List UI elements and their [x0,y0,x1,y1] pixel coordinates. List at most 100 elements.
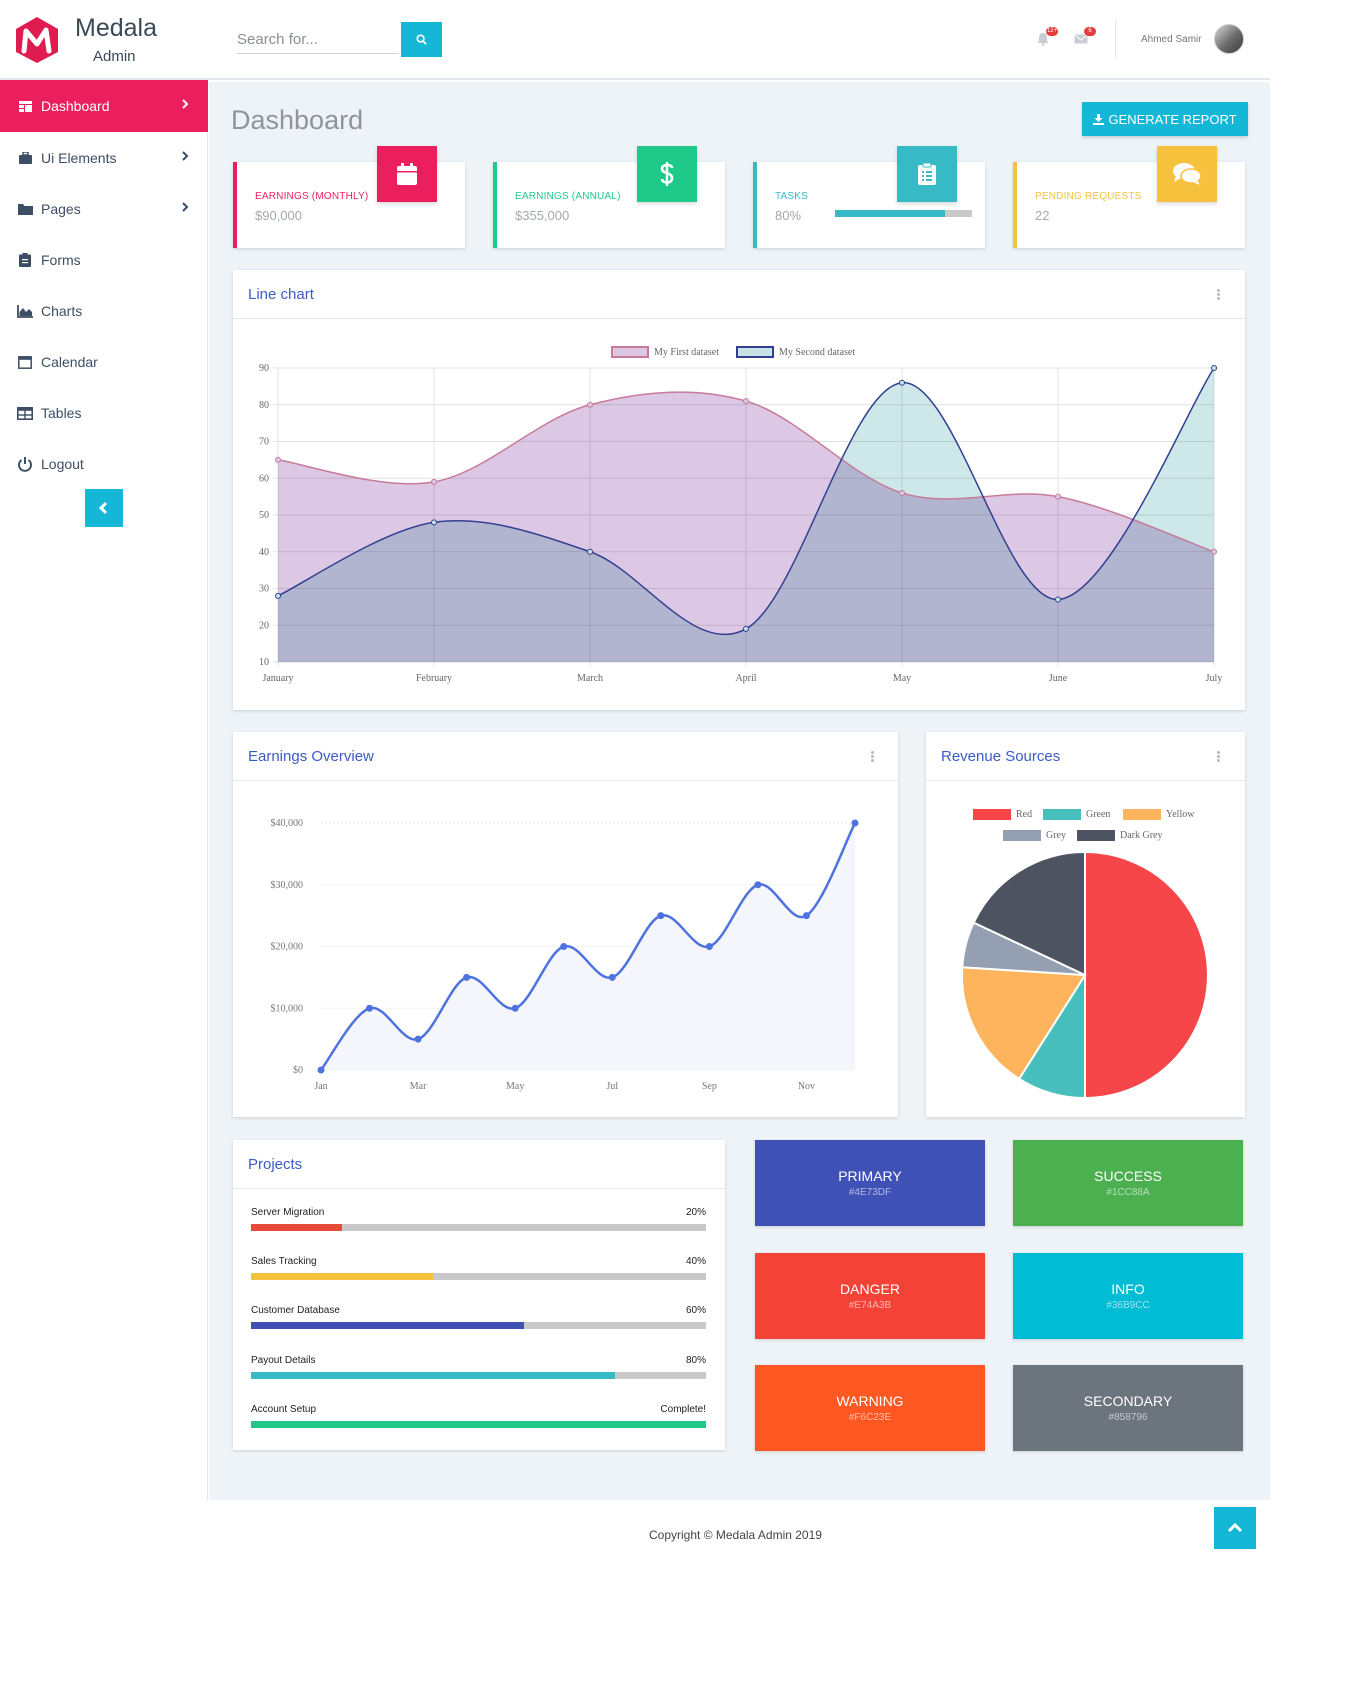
project-progress-fill [251,1421,706,1428]
bell-icon [1037,33,1049,46]
sidebar-item-pages[interactable]: Pages [0,183,208,235]
project-row: Customer Database 60% [251,1305,706,1345]
sidebar-item-logout[interactable]: Logout [0,438,208,490]
color-tile-label: PRIMARY [838,1168,902,1184]
pie-slice [972,850,1086,977]
sidebar-item-charts[interactable]: Charts [0,285,208,337]
messages-button[interactable]: 6 [1074,27,1096,46]
project-progress-fill [251,1322,524,1329]
brand-subtitle: Admin [93,48,136,65]
series-line [277,367,1215,636]
legend-label: Green [1086,809,1111,820]
sidebar-item-calendar[interactable]: Calendar [0,336,208,388]
chevron-up-icon [1227,1522,1243,1533]
chevron-right-icon [182,99,189,109]
color-tile-hex: #E74A3B [848,1300,892,1311]
stat-label: EARNINGS (ANNUAL) [515,191,621,202]
avatar[interactable] [1214,24,1244,54]
color-tile-hex: #4E73DF [848,1187,892,1198]
legend-swatch [611,346,649,358]
panel-header: Revenue Sources [926,732,1245,781]
chevron-right-icon [182,151,189,161]
data-point [431,519,437,526]
x-tick-label: January [262,673,293,684]
y-tick-label: 70 [259,437,269,448]
panel-menu-icon[interactable] [1217,289,1221,301]
user-name[interactable]: Ahmed Samir [1141,34,1202,45]
legend-swatch [736,346,774,358]
project-name: Customer Database [251,1305,340,1316]
x-tick-label: Jul [606,1081,618,1092]
y-tick-label: 50 [259,510,269,521]
clipboard-icon [17,252,33,268]
legend-item[interactable]: Dark Grey [1077,830,1162,841]
sidebar-item-label: Forms [41,252,81,268]
sidebar-item-dashboard[interactable]: Dashboard [0,80,208,132]
legend-swatch [1003,830,1041,841]
medala-logo[interactable] [14,16,60,64]
data-point [511,1004,519,1012]
project-name: Sales Tracking [251,1256,317,1267]
y-tick-label: $20,000 [271,942,304,953]
panel-menu-icon[interactable] [1217,751,1221,763]
project-name: Server Migration [251,1207,325,1218]
search-input[interactable] [237,26,399,54]
project-progress-fill [251,1273,433,1280]
color-tile-label: SUCCESS [1094,1168,1162,1184]
color-tile-hex: #F6C23E [848,1412,892,1423]
data-point [414,1035,422,1043]
data-point [802,912,810,920]
data-point [608,973,616,981]
legend-item[interactable]: My First dataset [611,346,719,358]
legend-item[interactable]: My Second dataset [736,346,855,358]
color-tile-label: WARNING [836,1393,904,1409]
area-chart-icon [17,303,33,319]
stat-label: PENDING REQUESTS [1035,191,1142,202]
search-button[interactable] [401,22,442,57]
header-divider [1115,20,1116,58]
stat-card-annual-earnings: EARNINGS (ANNUAL) $355,000 [493,146,725,248]
data-point [705,943,713,950]
series-area [278,368,1214,662]
dollar-icon [660,162,674,186]
chevron-right-icon [182,202,189,212]
scroll-to-top-button[interactable] [1214,1507,1256,1549]
data-point [851,819,859,827]
line-chart-panel: Line chart My First dataset My Second da… [233,270,1245,710]
project-percent: Complete! [660,1404,706,1415]
envelope-icon [1074,34,1088,44]
legend-label: Grey [1046,830,1066,841]
stat-value: 22 [1035,208,1050,223]
panel-menu-icon[interactable] [871,751,875,763]
data-point [743,398,749,405]
project-progress-bar [251,1273,706,1280]
project-percent: 80% [685,1355,706,1366]
sidebar-item-ui-elements[interactable]: Ui Elements [0,132,208,184]
project-progress-bar [251,1421,706,1428]
project-row: Account Setup Complete! [251,1404,706,1444]
data-point [743,625,749,632]
legend-item[interactable]: Yellow [1123,809,1194,820]
legend-label: My First dataset [654,346,719,358]
sidebar-item-tables[interactable]: Tables [0,387,208,439]
sidebar-collapse-button[interactable] [85,489,123,527]
data-point [1055,596,1061,603]
notifications-button[interactable]: 12+ [1036,27,1058,46]
page-title: Dashboard [231,105,364,135]
data-point [657,912,665,920]
legend-item[interactable]: Red [973,809,1032,820]
generate-report-button[interactable]: GENERATE REPORT [1082,102,1248,136]
project-row: Payout Details 80% [251,1355,706,1395]
legend-item[interactable]: Green [1043,809,1110,820]
stat-icon-tile [377,146,437,202]
legend-item[interactable]: Grey [1003,830,1066,841]
x-tick-label: May [893,673,911,684]
sidebar-item-forms[interactable]: Forms [0,234,208,286]
sidebar-item-label: Ui Elements [41,150,117,166]
legend-label: My Second dataset [779,346,856,358]
y-tick-label: $0 [293,1065,303,1076]
project-progress-fill [251,1224,342,1231]
stat-value: $90,000 [255,208,302,223]
messages-badge: 6 [1084,27,1096,36]
sidebar-item-label: Charts [41,303,83,319]
